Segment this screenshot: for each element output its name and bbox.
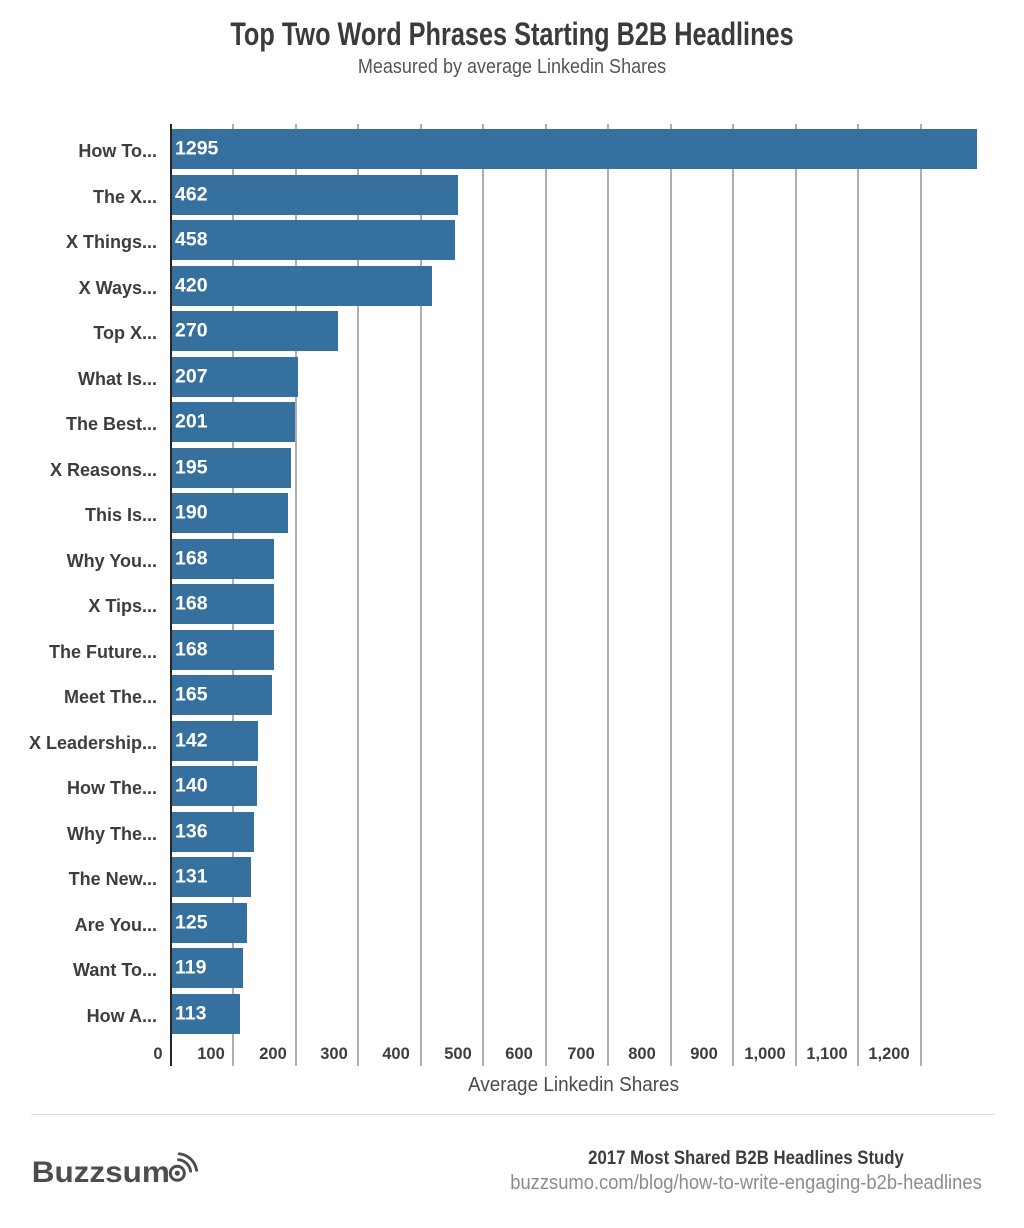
svg-text:Buzzsum: Buzzsum (32, 1155, 170, 1189)
